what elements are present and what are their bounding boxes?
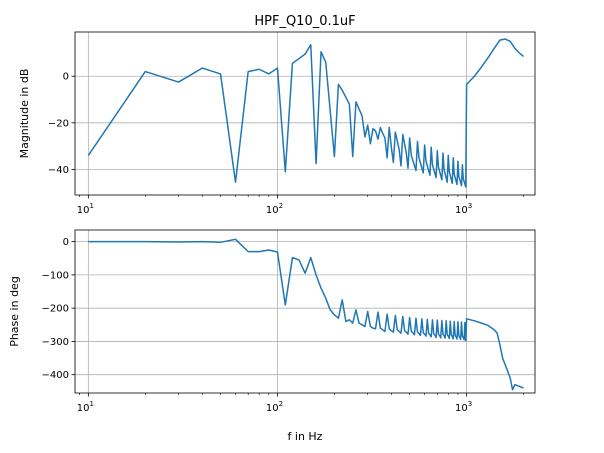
magnitude-subplot: HPF_Q10_0.1uF 101 102 103 −40 −20 0 Magnitud… bbox=[18, 14, 536, 216]
magnitude-x-tick-label: 102 bbox=[266, 202, 283, 216]
phase-y-tick-label: −400 bbox=[42, 370, 69, 381]
magnitude-series bbox=[87, 38, 524, 188]
phase-subplot: 101 102 103 −400 −300 −200 −100 0 Phase in deg… bbox=[8, 229, 536, 443]
phase-x-tick-label: 103 bbox=[455, 400, 472, 414]
phase-series-line bbox=[88, 238, 524, 391]
phase-x-tick-label: 101 bbox=[77, 400, 94, 414]
magnitude-x-tick-label: 103 bbox=[455, 202, 472, 216]
phase-x-tick-label: 102 bbox=[266, 400, 283, 414]
magnitude-title: HPF_Q10_0.1uF bbox=[254, 14, 355, 29]
magnitude-x-ticks: 101 102 103 bbox=[77, 195, 524, 216]
phase-y-ticks: −400 −300 −200 −100 0 bbox=[42, 237, 75, 381]
phase-y-tick-label: −100 bbox=[42, 270, 69, 281]
magnitude-y-ticks: −40 −20 0 bbox=[48, 72, 75, 176]
magnitude-y-axis-label: Magnitude in dB bbox=[18, 69, 31, 159]
phase-y-axis-label: Phase in deg bbox=[8, 276, 21, 347]
phase-series bbox=[88, 238, 524, 391]
magnitude-series-line bbox=[87, 38, 524, 188]
phase-y-tick-label: −200 bbox=[42, 304, 69, 315]
phase-y-tick-label: 0 bbox=[63, 237, 69, 248]
magnitude-axes-frame bbox=[74, 31, 536, 196]
magnitude-y-tick-label: −40 bbox=[48, 165, 69, 176]
phase-x-axis-label: f in Hz bbox=[288, 430, 323, 443]
magnitude-x-tick-label: 101 bbox=[77, 202, 94, 216]
phase-plot-area bbox=[75, 230, 535, 393]
magnitude-y-tick-label: 0 bbox=[63, 72, 69, 83]
phase-grid bbox=[75, 230, 535, 393]
phase-axes-frame bbox=[74, 229, 536, 394]
phase-y-tick-label: −300 bbox=[42, 337, 69, 348]
magnitude-y-tick-label: −20 bbox=[48, 118, 69, 129]
